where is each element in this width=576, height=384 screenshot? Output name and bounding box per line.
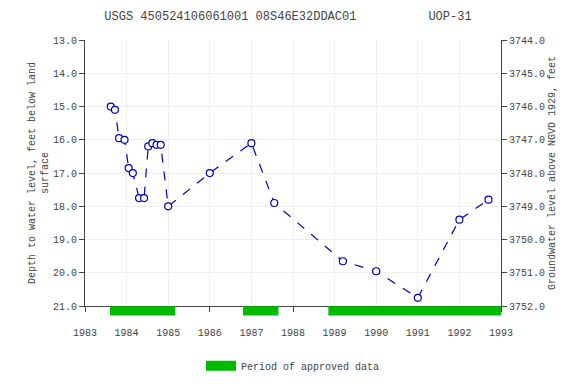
svg-text:17.0: 17.0	[53, 169, 77, 180]
svg-text:14.0: 14.0	[53, 69, 77, 80]
svg-text:Groundwater level above NGVD 1: Groundwater level above NGVD 1929, feet	[547, 56, 558, 290]
svg-text:Period of approved data: Period of approved data	[241, 362, 379, 373]
svg-text:1993: 1993	[489, 328, 513, 339]
svg-text:1991: 1991	[406, 328, 430, 339]
svg-text:18.0: 18.0	[53, 202, 77, 213]
svg-text:3751.0: 3751.0	[509, 268, 545, 279]
svg-text:3745.0: 3745.0	[509, 69, 545, 80]
svg-text:15.0: 15.0	[53, 102, 77, 113]
svg-text:19.0: 19.0	[53, 235, 77, 246]
svg-text:1983: 1983	[73, 328, 97, 339]
svg-text:13.0: 13.0	[53, 36, 77, 47]
svg-text:3747.0: 3747.0	[509, 135, 545, 146]
svg-text:3752.0: 3752.0	[509, 302, 545, 313]
svg-text:20.0: 20.0	[53, 268, 77, 279]
svg-text:3748.0: 3748.0	[509, 169, 545, 180]
svg-text:Depth to water level, feet bel: Depth to water level, feet below landsur…	[27, 62, 51, 284]
svg-text:1985: 1985	[156, 328, 180, 339]
svg-text:1990: 1990	[364, 328, 388, 339]
svg-text:3746.0: 3746.0	[509, 102, 545, 113]
svg-text:16.0: 16.0	[53, 135, 77, 146]
svg-text:1988: 1988	[281, 328, 305, 339]
svg-text:3744.0: 3744.0	[509, 36, 545, 47]
svg-text:USGS 450524106061001 08S46E32D: USGS 450524106061001 08S46E32DDAC01 UOP-…	[104, 10, 471, 24]
svg-text:3750.0: 3750.0	[509, 235, 545, 246]
svg-text:1989: 1989	[323, 328, 347, 339]
svg-text:3749.0: 3749.0	[509, 202, 545, 213]
svg-text:1984: 1984	[115, 328, 139, 339]
svg-text:1987: 1987	[239, 328, 263, 339]
svg-text:1986: 1986	[198, 328, 222, 339]
svg-text:21.0: 21.0	[53, 302, 77, 313]
svg-text:1992: 1992	[447, 328, 471, 339]
